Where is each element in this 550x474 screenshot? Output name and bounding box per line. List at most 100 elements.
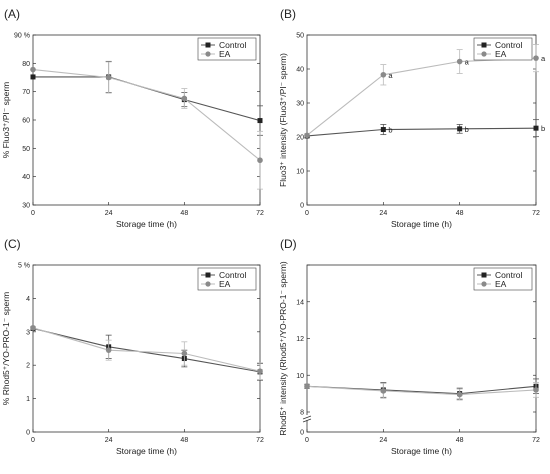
y-tick-label: 80 (22, 61, 30, 68)
data-point (533, 387, 539, 393)
x-axis-title: Storage time (h) (391, 219, 452, 229)
series-control (30, 325, 263, 381)
axis-break-mark (302, 415, 312, 420)
significance-label: b (465, 125, 469, 134)
chart-panel-a: (A) 30 40 50 60 70 80 90 % 0 24 48 72 Storage time (… (1, 7, 264, 229)
y-tick-label: 40 (22, 174, 30, 181)
panel-letter: (B) (280, 7, 296, 21)
significance-label: a (541, 54, 546, 63)
x-tick-label: 0 (31, 437, 35, 444)
y-tick-label: 40 (296, 67, 304, 74)
x-axis-title: Storage time (h) (116, 219, 177, 229)
legend-label: EA (219, 279, 231, 289)
y-tick-label: 50 (296, 33, 304, 40)
y-axis-title: Rhod5⁺ intensity (Rhod5⁺/YO-PRO-1⁻ sperm… (278, 261, 288, 436)
y-tick-label: 2 (26, 363, 30, 370)
x-tick-label: 48 (180, 437, 188, 444)
data-point (181, 95, 188, 102)
legend-label: Control (495, 40, 523, 50)
y-tick-label: 90 % (14, 33, 30, 40)
y-tick-label: 8 (300, 410, 304, 417)
chart-panel-b: (B) 0 10 20 30 40 50 0 24 48 72 Storage time (h) Flu… (278, 7, 546, 229)
x-tick-label: 24 (379, 210, 387, 217)
y-axis-title: % Fluo3⁺/PI⁻ sperm (1, 82, 11, 159)
data-point (380, 71, 387, 78)
x-tick-label: 72 (256, 437, 264, 444)
legend-label: EA (219, 49, 231, 59)
significance-label: a (388, 71, 393, 80)
legend-marker (205, 51, 211, 57)
legend-label: Control (219, 40, 247, 50)
data-point (105, 347, 112, 353)
series-line (306, 385, 537, 396)
data-point (456, 391, 463, 398)
x-tick-label: 24 (105, 210, 113, 217)
x-tick-label: 48 (456, 437, 464, 444)
y-tick-label: 30 (296, 101, 304, 108)
y-tick-label: 5 % (18, 263, 30, 270)
data-point (304, 132, 310, 139)
data-point (30, 66, 36, 73)
data-point (257, 157, 263, 164)
legend-label: Control (495, 270, 523, 280)
data-point (257, 118, 263, 124)
legend-label: EA (495, 49, 507, 59)
y-tick-label: 4 (26, 296, 30, 303)
series-ea (304, 382, 539, 401)
x-tick-label: 24 (105, 437, 113, 444)
panel-letter: (D) (280, 237, 297, 251)
series-line (32, 327, 261, 373)
legend-marker (481, 42, 487, 48)
x-tick-label: 72 (532, 210, 540, 217)
data-point (257, 368, 263, 375)
x-axis-title: Storage time (h) (391, 446, 452, 456)
plot-frame (32, 34, 261, 206)
chart-panel-d: (D) 0 8 10 12 14 0 24 48 72 Storage time (h) Rhod5⁺… (278, 237, 540, 456)
y-tick-label: 70 (22, 89, 30, 96)
legend-marker (481, 51, 487, 57)
y-tick-label: 1 (26, 396, 30, 403)
legend-marker (205, 272, 211, 278)
significance-label: b (388, 126, 392, 135)
series-line (33, 76, 261, 122)
x-tick-label: 48 (456, 210, 464, 217)
data-point (105, 74, 112, 81)
series-line (32, 69, 261, 161)
y-tick-label: 14 (296, 299, 304, 306)
y-tick-label: 60 (22, 118, 30, 125)
data-point (457, 126, 463, 132)
legend-marker (205, 42, 211, 48)
y-tick-label: 30 (22, 203, 30, 210)
series-line (306, 57, 537, 136)
x-tick-label: 72 (256, 210, 264, 217)
x-tick-label: 0 (305, 210, 309, 217)
y-tick-label: 10 (296, 169, 304, 176)
y-tick-label: 50 (22, 146, 30, 153)
y-tick-label: 0 (300, 430, 304, 437)
x-tick-label: 24 (379, 437, 387, 444)
legend-marker (481, 281, 487, 287)
plot-frame (306, 34, 537, 206)
y-tick-label: 0 (26, 430, 30, 437)
data-point (30, 324, 36, 331)
data-point (181, 350, 188, 357)
legend-marker (205, 281, 211, 287)
y-axis-title: Fluo3⁺ intensity (Fluo3⁺/PI⁻ sperm) (278, 53, 288, 187)
axis-break-mark (302, 418, 312, 423)
series-line (306, 127, 537, 137)
legend-label: EA (495, 279, 507, 289)
y-tick-label: 0 (300, 203, 304, 210)
series-line (32, 327, 261, 372)
x-tick-label: 0 (305, 437, 309, 444)
y-tick-label: 12 (296, 336, 304, 343)
x-tick-label: 72 (532, 437, 540, 444)
data-point (456, 58, 463, 65)
significance-label: b (541, 124, 545, 133)
